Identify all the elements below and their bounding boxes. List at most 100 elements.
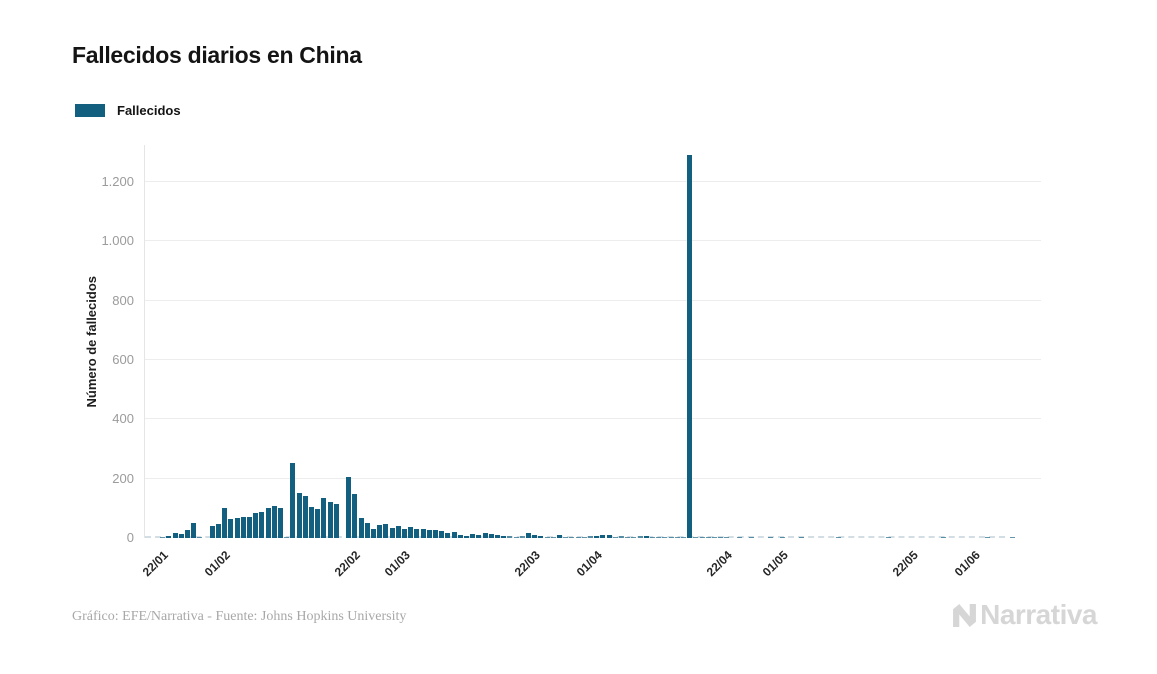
bar-25/01[interactable]	[172, 533, 178, 538]
bar-10/02[interactable]	[271, 506, 277, 538]
bar-26/02[interactable]	[371, 529, 376, 538]
bar-12/04[interactable]	[656, 537, 662, 538]
bar-15/02[interactable]	[302, 495, 308, 538]
bar-14/03[interactable]	[476, 535, 482, 538]
bar-04/04[interactable]	[606, 534, 612, 538]
bar-04/06[interactable]	[984, 537, 990, 538]
bar-31/03[interactable]	[581, 536, 587, 538]
bar-11/03[interactable]	[457, 534, 463, 538]
bar-12/03[interactable]	[464, 535, 469, 538]
bar-11/02[interactable]	[278, 508, 283, 538]
bar-19/03[interactable]	[507, 536, 513, 538]
bar-07/04[interactable]	[625, 537, 631, 538]
bar-08/06[interactable]	[1009, 537, 1015, 538]
bar-15/04[interactable]	[674, 537, 680, 538]
bar-21/04[interactable]	[712, 537, 717, 538]
bar-10/04[interactable]	[643, 535, 649, 538]
bar-15/03[interactable]	[482, 533, 488, 538]
bar-13/02[interactable]	[290, 462, 296, 538]
bar-08/02[interactable]	[259, 512, 265, 538]
bar-16/02[interactable]	[309, 506, 314, 538]
bar-28/05[interactable]	[941, 537, 947, 538]
bar-25/04[interactable]	[736, 537, 742, 538]
bar-23/01[interactable]	[160, 537, 166, 538]
bar-21/03[interactable]	[519, 536, 525, 538]
bar-03/04[interactable]	[600, 534, 606, 538]
bar-23/02[interactable]	[352, 493, 358, 538]
bar-05/03[interactable]	[420, 529, 426, 538]
bar-08/04[interactable]	[631, 536, 637, 538]
bar-04/03[interactable]	[414, 528, 420, 538]
bar-26/03[interactable]	[550, 536, 556, 538]
bar-30/03[interactable]	[575, 536, 581, 538]
bar-29/01[interactable]	[197, 537, 203, 538]
bar-18/04[interactable]	[693, 537, 699, 538]
bar-24/01[interactable]	[166, 535, 172, 538]
bar-24/02[interactable]	[358, 517, 364, 538]
bar-01/03[interactable]	[395, 525, 401, 538]
bar-02/04[interactable]	[594, 535, 600, 538]
bar-10/03[interactable]	[451, 532, 457, 538]
bar-25/02[interactable]	[364, 522, 370, 538]
bar-27/04[interactable]	[749, 537, 755, 538]
bar-13/04[interactable]	[662, 537, 668, 538]
bar-31/01[interactable]	[209, 526, 215, 538]
bar-14/04[interactable]	[668, 537, 674, 538]
bar-05/05[interactable]	[798, 537, 804, 538]
bar-03/03[interactable]	[408, 526, 414, 538]
bar-27/01[interactable]	[185, 530, 190, 538]
bar-23/03[interactable]	[532, 534, 538, 538]
bar-25/03[interactable]	[544, 536, 550, 538]
bar-06/02[interactable]	[247, 517, 252, 538]
bar-02/05[interactable]	[780, 537, 786, 538]
bar-20/04[interactable]	[705, 537, 711, 538]
bar-23/04[interactable]	[724, 537, 730, 538]
bar-30/04[interactable]	[767, 537, 773, 538]
bar-19/02[interactable]	[327, 501, 333, 538]
bar-06/03[interactable]	[426, 529, 432, 538]
bar-16/04[interactable]	[681, 537, 686, 538]
bar-09/03[interactable]	[445, 532, 451, 538]
bar-27/03[interactable]	[557, 535, 562, 538]
bar-09/02[interactable]	[265, 508, 271, 538]
bar-12/02[interactable]	[284, 536, 290, 538]
bar-17/04[interactable]	[687, 155, 693, 538]
bar-28/02[interactable]	[383, 524, 389, 538]
bar-20/02[interactable]	[333, 504, 339, 538]
bar-22/02[interactable]	[346, 477, 352, 538]
bar-04/02[interactable]	[234, 518, 240, 538]
bar-01/04[interactable]	[588, 536, 593, 538]
bar-22/04[interactable]	[718, 537, 724, 538]
bar-28/03[interactable]	[563, 536, 569, 538]
bar-26/01[interactable]	[178, 533, 184, 538]
bar-08/03[interactable]	[439, 531, 445, 538]
bar-18/02[interactable]	[321, 497, 327, 538]
bar-02/02[interactable]	[222, 507, 228, 538]
bar-02/03[interactable]	[402, 528, 407, 538]
bar-07/02[interactable]	[253, 512, 259, 538]
bar-17/03[interactable]	[495, 534, 500, 538]
bar-24/03[interactable]	[538, 535, 544, 538]
bar-03/02[interactable]	[228, 519, 234, 538]
bar-13/03[interactable]	[470, 534, 476, 538]
bar-19/05[interactable]	[885, 537, 891, 538]
bar-06/04[interactable]	[619, 536, 624, 538]
bar-11/04[interactable]	[650, 536, 655, 538]
bar-14/02[interactable]	[296, 492, 302, 538]
bar-05/02[interactable]	[240, 516, 246, 538]
bar-28/01[interactable]	[191, 523, 197, 538]
bar-16/03[interactable]	[488, 533, 494, 538]
bar-01/02[interactable]	[216, 524, 221, 538]
bar-19/04[interactable]	[699, 537, 705, 538]
bar-29/02[interactable]	[389, 527, 395, 538]
bar-27/02[interactable]	[377, 524, 383, 538]
bar-29/03[interactable]	[569, 537, 575, 538]
bar-11/05[interactable]	[836, 537, 841, 538]
bar-18/03[interactable]	[501, 535, 507, 538]
bar-20/03[interactable]	[513, 536, 519, 538]
bar-22/03[interactable]	[526, 533, 531, 538]
bar-09/04[interactable]	[637, 536, 643, 538]
bar-07/03[interactable]	[433, 530, 438, 538]
bar-17/02[interactable]	[315, 508, 321, 538]
bar-05/04[interactable]	[612, 536, 618, 538]
